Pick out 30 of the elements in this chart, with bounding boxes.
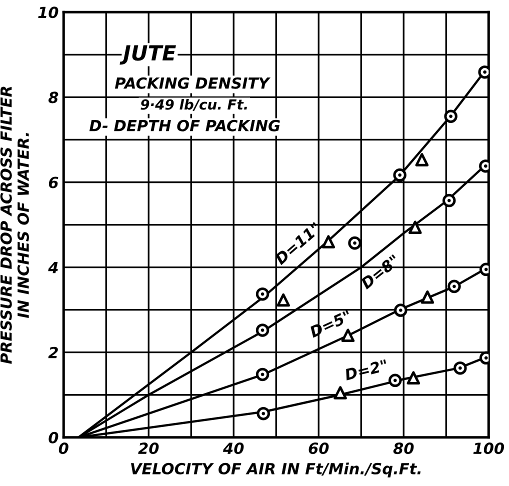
x-tick-label: 100 (473, 442, 504, 454)
x-tick-label: 40 (222, 442, 244, 454)
annotation: D- DEPTH OF PACKING (89, 120, 280, 132)
point (408, 220, 422, 234)
y-tick-label: 4 (48, 262, 58, 274)
x-tick-label: 0 (58, 442, 68, 454)
point (415, 153, 429, 166)
y-tick-label: 10 (38, 6, 58, 18)
x-axis-title: VELOCITY OF AIR IN Ft/Min./Sq.Ft. (131, 462, 421, 478)
point (322, 235, 336, 248)
x-tick-label: 80 (393, 442, 414, 454)
y-tick-label: 6 (48, 176, 58, 188)
y-tick-label: 2 (48, 346, 58, 358)
point (276, 293, 290, 307)
y-tick-label: 0 (48, 432, 58, 444)
point (444, 110, 458, 123)
x-tick-label: 20 (138, 442, 159, 454)
text: D=2" (344, 359, 388, 380)
point (420, 290, 434, 304)
point (334, 386, 347, 400)
y-axis-title: PRESSURE DROP ACROSS FILTER IN INCHES OF WATER. (0, 86, 29, 364)
point (406, 371, 420, 384)
x-tick-label: 60 (308, 442, 329, 454)
y-tick-label: 8 (48, 92, 58, 104)
annotation: PACKING DENSITY (114, 77, 271, 89)
point (454, 361, 467, 375)
point (448, 280, 461, 294)
point (393, 168, 406, 182)
annotation: 9·49 lb/cu. Ft. (140, 98, 247, 111)
annotation: JUTE (120, 45, 176, 65)
